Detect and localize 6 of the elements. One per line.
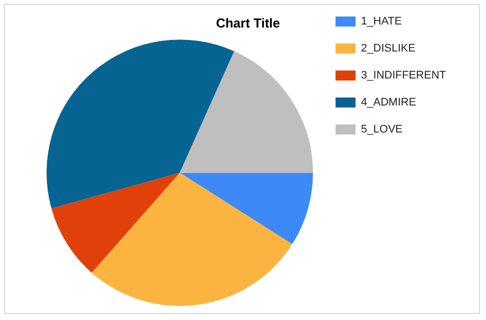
legend-label: 1_HATE xyxy=(361,16,402,28)
legend-label: 5_LOVE xyxy=(361,124,403,136)
chart-title: Chart Title xyxy=(216,15,280,30)
legend-label: 2_DISLIKE xyxy=(361,42,416,55)
legend-label: 3_INDIFFERENT xyxy=(361,70,446,82)
legend-label: 4_ADMIRE xyxy=(361,96,416,109)
